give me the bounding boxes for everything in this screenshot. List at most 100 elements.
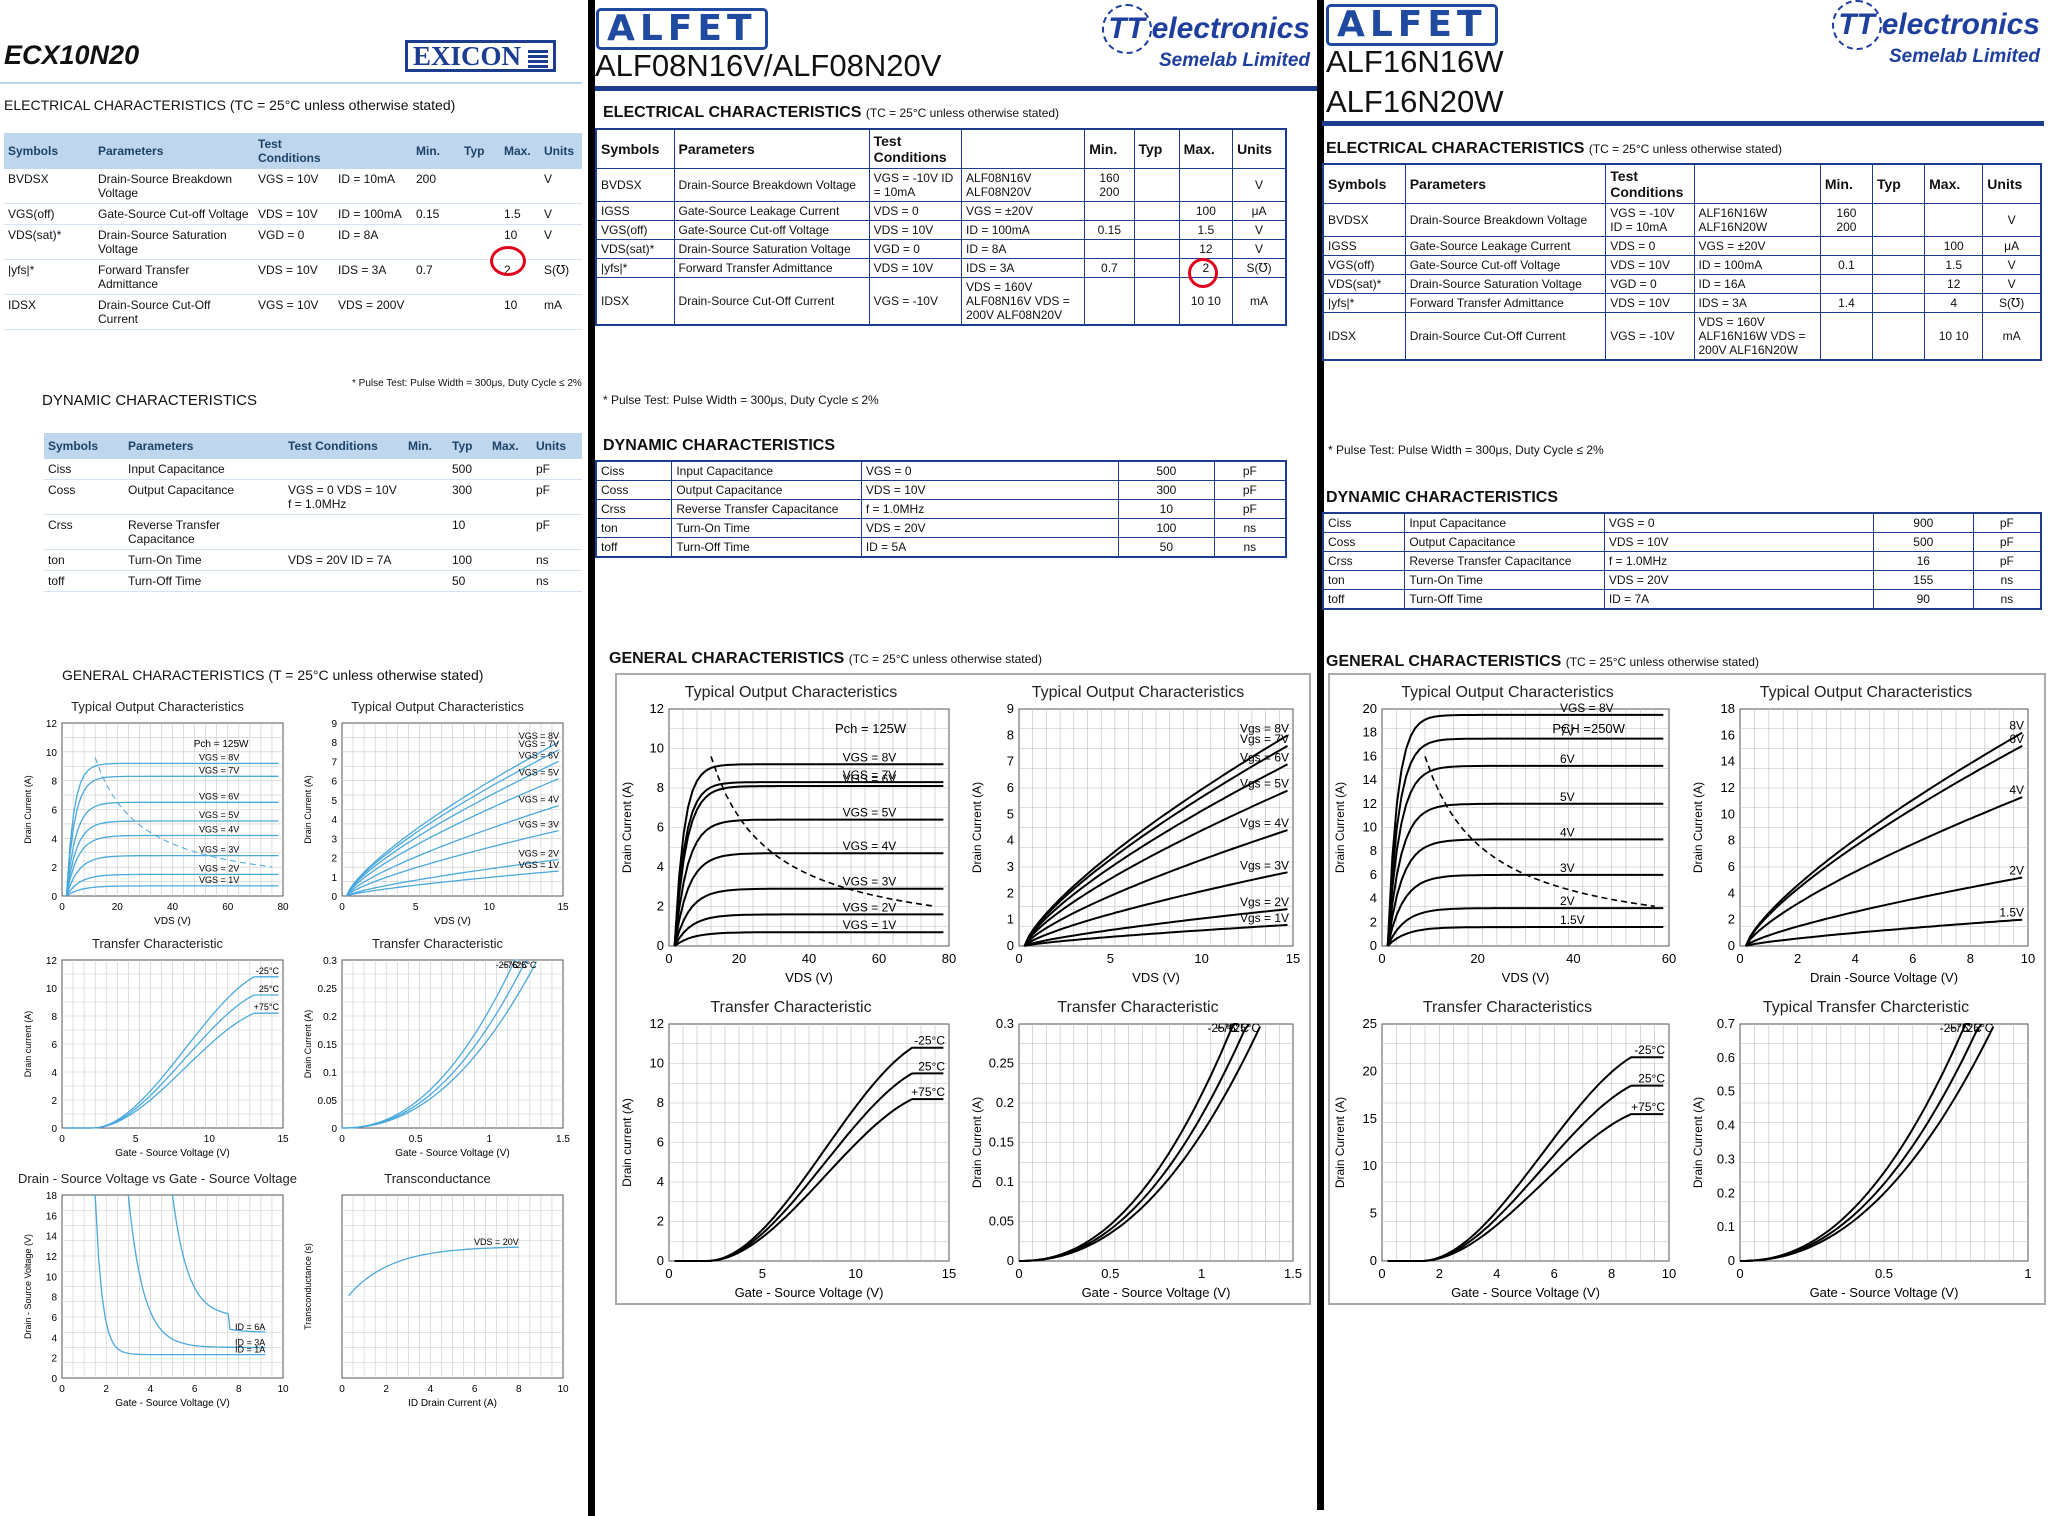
pch-label: PCH =250W bbox=[1552, 721, 1625, 736]
series-label: 5V bbox=[1560, 790, 1575, 804]
series-line bbox=[673, 913, 944, 947]
y-tick-label: 20 bbox=[1363, 701, 1377, 716]
table-header-row: Symbols Parameters Test Conditions Min. Typ M… bbox=[1322, 163, 2042, 204]
table-cell: VDS = 10V bbox=[254, 259, 334, 295]
y-tick-label: 0.3 bbox=[996, 1016, 1014, 1031]
table-row: |yfs|* Forward Transfer Admittance VDS = 1… bbox=[595, 258, 1287, 278]
chart-p1-transconductance: Transconductance 0 2 4 6 8 10 ID Drain Current … bbox=[303, 1171, 569, 1409]
series-line bbox=[346, 870, 559, 897]
table-cell bbox=[1871, 293, 1926, 313]
y-tick-label: 8 bbox=[657, 1095, 664, 1110]
series-line bbox=[345, 829, 559, 897]
table-cell: pF bbox=[1972, 532, 2042, 552]
x-tick-label: 20 bbox=[112, 902, 124, 913]
table-cell: 0.1 bbox=[1819, 255, 1873, 275]
alf08n-datasheet: ALFET TT electronics Semelab Limited ALF0… bbox=[595, 0, 1317, 1516]
x-tick-label: 1.5 bbox=[556, 1134, 570, 1145]
series-label: VGS = 5V bbox=[519, 768, 559, 778]
title-rule bbox=[595, 86, 1317, 91]
x-tick-label: 0.5 bbox=[409, 1134, 423, 1145]
y-tick-label: 0.15 bbox=[318, 1040, 338, 1051]
table-cell: VDS(sat)* bbox=[1322, 274, 1406, 294]
y-tick-label: 12 bbox=[46, 1252, 58, 1263]
y-tick-label: 1 bbox=[1007, 912, 1014, 927]
table-row: VDS(sat)* Drain-Source Saturation Voltage… bbox=[1322, 274, 2042, 294]
x-tick-label: 0 bbox=[339, 1134, 345, 1145]
y-axis-label: Drain Current (A) bbox=[970, 782, 984, 873]
series-label: +75°C bbox=[1215, 1021, 1249, 1035]
table-row: ton Turn-On Time VDS = 20V ID = 7A 100 ns bbox=[44, 549, 582, 571]
table-cell: 200 bbox=[412, 169, 460, 204]
series-label: 25°C bbox=[1967, 1021, 1994, 1035]
series-line bbox=[1019, 1025, 1262, 1262]
column-header: Parameters bbox=[124, 433, 284, 459]
series-label: Vgs = 8V bbox=[1240, 721, 1289, 735]
table-cell: VDS = 0 bbox=[1605, 236, 1695, 256]
column-header: Units bbox=[540, 133, 582, 169]
y-tick-label: 12 bbox=[1363, 796, 1377, 811]
column-header: Max. bbox=[1178, 128, 1234, 169]
dyn-table: Symbols Parameters Test Conditions Min. Typ M… bbox=[44, 433, 582, 592]
dyn-heading: DYNAMIC CHARACTERISTICS bbox=[603, 437, 835, 454]
series-label: 1.5V bbox=[1999, 906, 2024, 920]
exicon-logo-text: EXICON bbox=[413, 41, 522, 71]
table-cell: 10 bbox=[1117, 499, 1215, 519]
series-line bbox=[1744, 731, 2023, 947]
column-header: Max. bbox=[488, 433, 532, 459]
series-label: +75°C bbox=[1948, 1021, 1982, 1035]
table-cell: Ciss bbox=[1322, 512, 1406, 533]
y-tick-label: 18 bbox=[1721, 701, 1735, 716]
table-cell: Gate-Source Cut-off Voltage bbox=[1404, 255, 1607, 275]
series-label: VDS = 20V bbox=[474, 1237, 519, 1247]
y-axis-label: Drain Current (A) bbox=[1333, 1097, 1347, 1188]
table-cell: VDS = 20V ID = 7A bbox=[284, 549, 404, 571]
table-row: toff Turn-Off Time ID = 5A 50 ns bbox=[595, 537, 1287, 558]
table-cell: IDS = 3A bbox=[334, 259, 412, 295]
y-tick-label: 4 bbox=[657, 1174, 664, 1189]
chart-p3-transfer-b: Typical Transfer Charcteristic 0 0.5 1 0 0.1 0… bbox=[1691, 999, 2032, 1300]
x-tick-label: 0 bbox=[1015, 1266, 1022, 1281]
y-tick-label: 0.1 bbox=[323, 1068, 337, 1079]
y-tick-label: 0 bbox=[1728, 938, 1735, 953]
series-label: ID = 6A bbox=[235, 1322, 265, 1332]
x-tick-label: 0 bbox=[59, 1384, 65, 1395]
table-cell: IDS = 3A bbox=[1693, 293, 1821, 313]
y-tick-label: 4 bbox=[1007, 833, 1014, 848]
y-tick-label: 8 bbox=[1370, 843, 1377, 858]
x-tick-label: 0 bbox=[1378, 951, 1385, 966]
table-cell bbox=[284, 514, 404, 550]
table-cell: V bbox=[1232, 168, 1287, 202]
series-label: VGS = 4V bbox=[519, 795, 559, 805]
x-tick-label: 8 bbox=[516, 1384, 522, 1395]
x-tick-label: 40 bbox=[167, 902, 179, 913]
page-title: ALF08N16V/ALF08N20V bbox=[595, 48, 942, 83]
table-cell: Gate-Source Cut-off Voltage bbox=[94, 203, 254, 225]
x-tick-label: 4 bbox=[1852, 951, 1859, 966]
charts-frame bbox=[615, 673, 1311, 1305]
table-cell bbox=[1924, 203, 1984, 237]
y-axis-label: Drain Current (A) bbox=[1691, 1097, 1705, 1188]
series-label: 4V bbox=[1560, 825, 1575, 839]
x-axis-label: VDS (V) bbox=[1502, 970, 1550, 985]
table-cell: Drain-Source Saturation Voltage bbox=[94, 224, 254, 260]
y-tick-label: 0 bbox=[1007, 938, 1014, 953]
column-header: Symbols bbox=[595, 128, 675, 169]
table-cell: 160 200 bbox=[1084, 168, 1135, 202]
y-axis-label: Drain Current (A) bbox=[1333, 782, 1347, 873]
table-cell: VGS = ±20V bbox=[1693, 236, 1821, 256]
table-cell: V bbox=[1232, 239, 1287, 259]
table-cell: |yfs|* bbox=[1322, 293, 1406, 313]
y-tick-label: 0 bbox=[1370, 938, 1377, 953]
series-line bbox=[1386, 764, 1664, 947]
chart-title: Transfer Characteristic bbox=[372, 936, 503, 951]
column-header: Min. bbox=[412, 133, 460, 169]
x-tick-label: 15 bbox=[942, 1266, 956, 1281]
gen-heading-text: GENERAL CHARACTERISTICS bbox=[1326, 653, 1562, 670]
y-tick-label: 6 bbox=[51, 1313, 57, 1324]
gen-heading: GENERAL CHARACTERISTICS (T = 25°C unless… bbox=[62, 667, 484, 683]
table-cell: IDSX bbox=[595, 277, 675, 326]
y-tick-label: 2 bbox=[1728, 912, 1735, 927]
chart-p3-transfer-a: Transfer Characteristics 0 2 4 6 8 10 0 5 10 15 20 2… bbox=[1333, 999, 1676, 1300]
y-tick-label: 0.05 bbox=[989, 1214, 1014, 1229]
table-cell bbox=[1871, 274, 1926, 294]
